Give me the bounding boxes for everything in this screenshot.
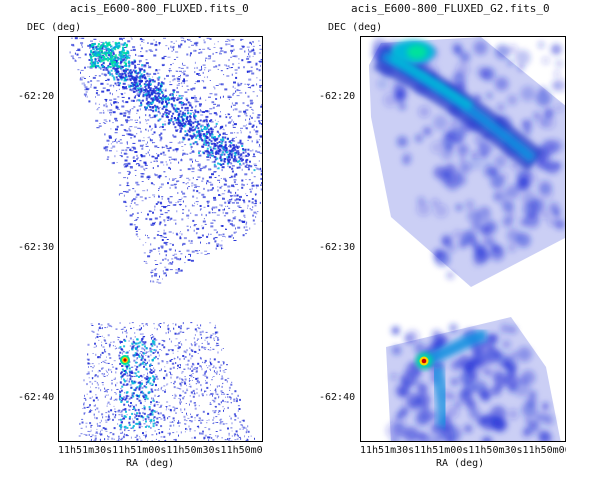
right-smoothed-field	[369, 37, 565, 441]
left-image-plot[interactable]	[58, 36, 263, 442]
right-y-tick-1: -62:20	[319, 91, 356, 102]
left-ra-axis-label: RA (deg)	[126, 458, 175, 469]
left-y-tick-1: -62:20	[18, 91, 55, 102]
right-image-plot[interactable]	[360, 36, 566, 442]
left-x-ticks: 11h51m30s11h51m00s11h50m30s11h50m00s	[58, 445, 263, 456]
right-image-canvas	[369, 37, 565, 441]
right-panel-title: acis_E600-800_FLUXED_G2.fits_0	[351, 2, 550, 15]
right-y-tick-2: -62:30	[319, 242, 356, 253]
right-y-tick-3: -62:40	[319, 392, 356, 403]
right-dec-axis-label: DEC (deg)	[328, 22, 383, 33]
left-y-tick-2: -62:30	[18, 242, 55, 253]
left-image-canvas	[69, 37, 262, 441]
left-speckle-field	[69, 37, 262, 441]
right-ra-axis-label: RA (deg)	[436, 458, 485, 469]
right-x-ticks: 11h51m30s11h51m00s11h50m30s11h50m00s	[360, 445, 566, 456]
left-dec-axis-label: DEC (deg)	[27, 22, 82, 33]
left-panel-title: acis_E600-800_FLUXED.fits_0	[70, 2, 249, 15]
left-y-tick-3: -62:40	[18, 392, 55, 403]
